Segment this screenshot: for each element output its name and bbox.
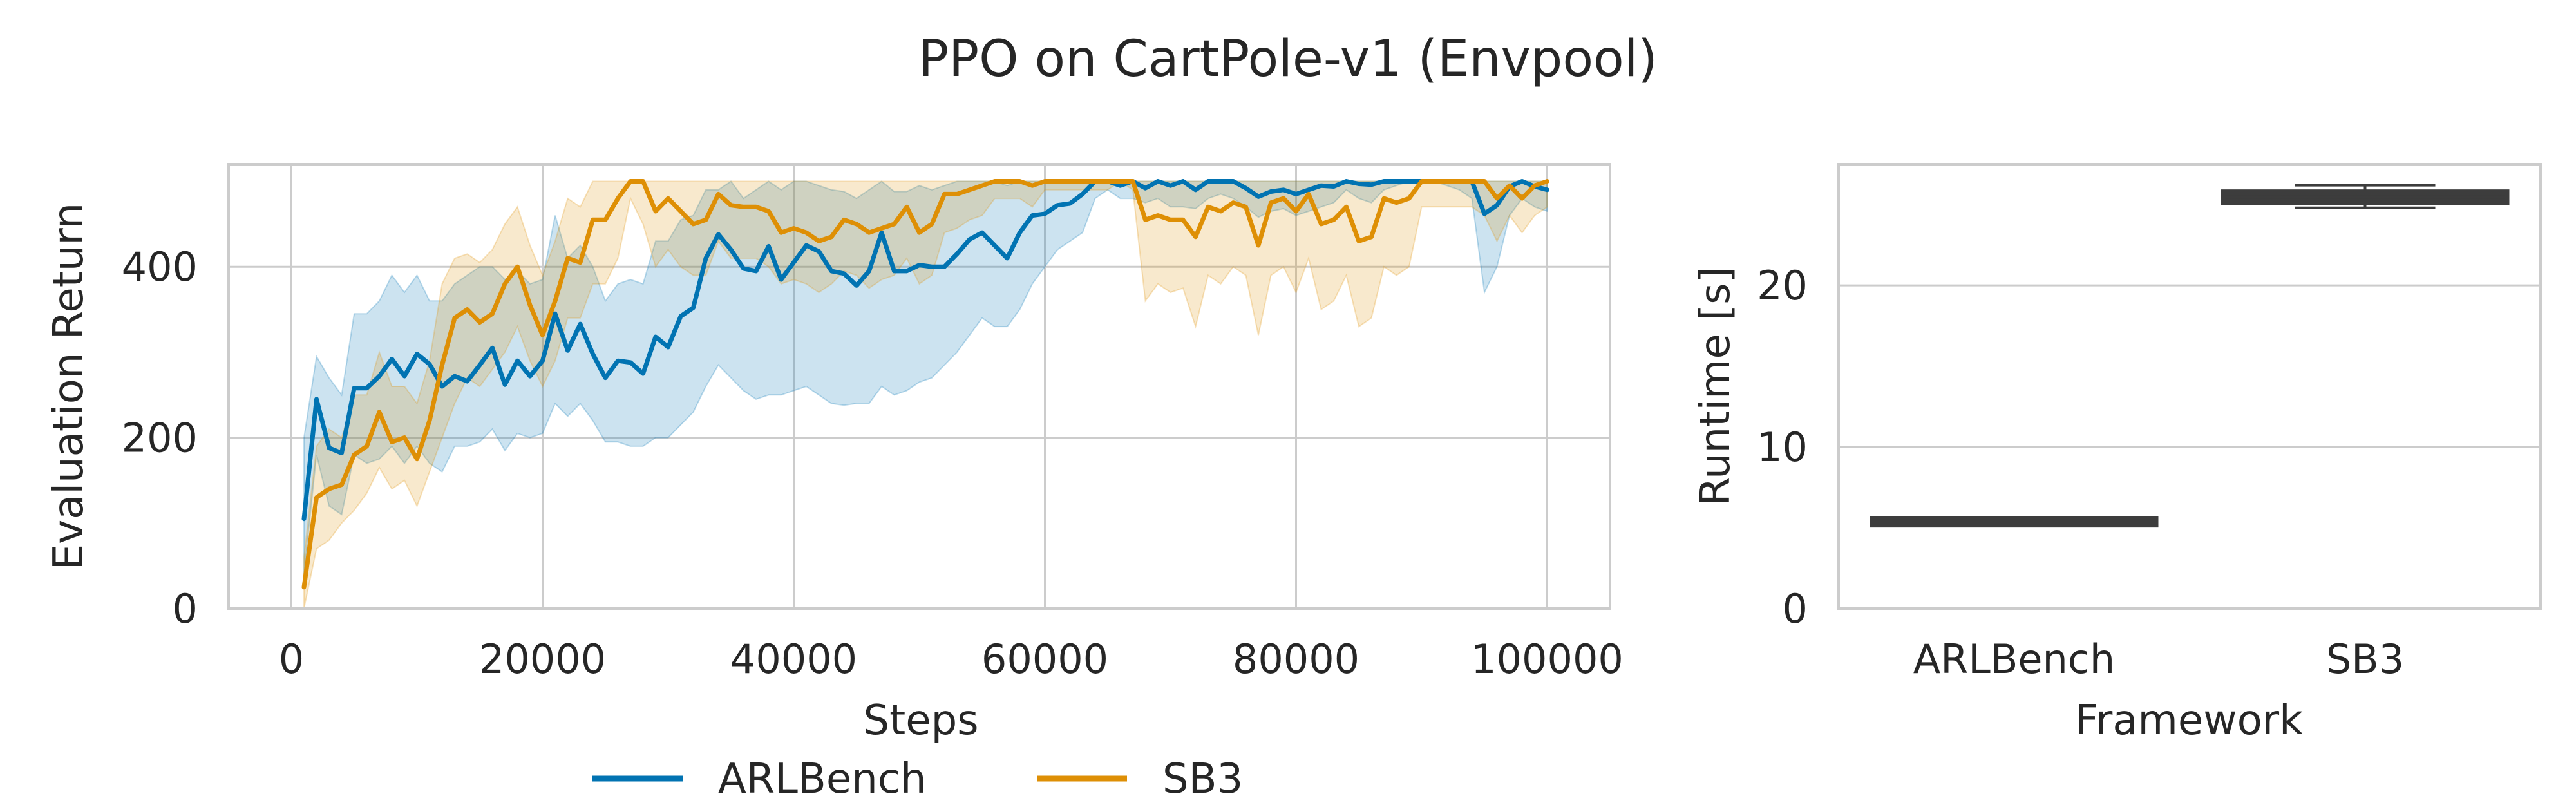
runtime-tick-labels: 0 10 20 xyxy=(1757,262,1808,632)
runtime-axis-label: Runtime [s] xyxy=(1692,267,1739,506)
category-labels: ARLBench SB3 xyxy=(1913,636,2404,683)
line-arlbench xyxy=(301,179,1549,522)
runtime-tick-label: 20 xyxy=(1757,262,1808,309)
box-chart-frame xyxy=(1837,163,2542,610)
x-tick-label: 40000 xyxy=(730,636,857,683)
runtime-tick-label: 0 xyxy=(1783,585,1808,632)
series-lines xyxy=(301,179,1549,590)
legend-label-sb3: SB3 xyxy=(1162,755,1243,803)
line-chart-frame xyxy=(227,163,1611,610)
x-tick-label: 0 xyxy=(279,636,304,683)
category-label-arlbench: ARLBench xyxy=(1913,636,2115,683)
line-sb3 xyxy=(301,179,1549,590)
framework-axis-label: Framework xyxy=(2075,697,2303,744)
boxes xyxy=(1870,184,2510,528)
line-chart: 0 20000 40000 60000 80000 100000 0 200 400 Step… xyxy=(45,163,1624,744)
x-tick-label: 60000 xyxy=(981,636,1108,683)
y-tick-label: 200 xyxy=(122,415,198,462)
legend: ARLBench SB3 xyxy=(592,755,1243,803)
y-tick-label: 0 xyxy=(173,585,198,632)
legend-label-arlbench: ARLBench xyxy=(718,755,927,803)
band-arlbench xyxy=(303,180,1548,575)
y-tick-label: 400 xyxy=(122,243,198,290)
category-label-sb3: SB3 xyxy=(2326,636,2404,683)
y-axis-label: Evaluation Return xyxy=(45,203,93,570)
x-tick-label: 100000 xyxy=(1471,636,1624,683)
runtime-tick-label: 10 xyxy=(1757,424,1808,471)
x-axis-label: Steps xyxy=(863,697,978,744)
box-chart: ARLBench SB3 0 10 20 Framework Runtime [s] xyxy=(1692,163,2542,744)
x-tick-label: 20000 xyxy=(479,636,606,683)
x-tick-labels: 0 20000 40000 60000 80000 100000 xyxy=(279,636,1624,683)
y-tick-labels: 0 200 400 xyxy=(122,243,198,632)
x-tick-label: 80000 xyxy=(1233,636,1359,683)
figure-title: PPO on CartPole-v1 (Envpool) xyxy=(918,30,1658,88)
